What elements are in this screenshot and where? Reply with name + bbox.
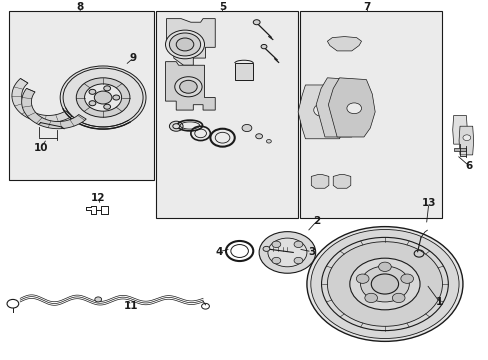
Circle shape bbox=[327, 242, 442, 326]
Text: 2: 2 bbox=[312, 216, 320, 226]
Circle shape bbox=[103, 86, 110, 91]
Polygon shape bbox=[12, 78, 72, 123]
Text: 10: 10 bbox=[33, 143, 48, 153]
Polygon shape bbox=[165, 62, 215, 110]
Circle shape bbox=[391, 293, 404, 303]
Text: 3: 3 bbox=[307, 247, 315, 257]
Circle shape bbox=[95, 297, 102, 302]
Bar bbox=[299, 12, 441, 218]
Circle shape bbox=[400, 274, 413, 283]
Circle shape bbox=[89, 101, 96, 106]
Circle shape bbox=[259, 231, 315, 273]
Circle shape bbox=[172, 124, 179, 129]
Circle shape bbox=[179, 80, 197, 93]
Circle shape bbox=[293, 241, 302, 248]
Circle shape bbox=[271, 257, 280, 264]
Circle shape bbox=[165, 30, 204, 59]
Text: 13: 13 bbox=[421, 198, 435, 208]
Polygon shape bbox=[311, 175, 328, 188]
Circle shape bbox=[310, 229, 458, 338]
Circle shape bbox=[174, 77, 202, 97]
Circle shape bbox=[113, 95, 120, 100]
Circle shape bbox=[334, 103, 348, 114]
Text: 5: 5 bbox=[219, 2, 226, 12]
Text: 8: 8 bbox=[77, 2, 83, 12]
Circle shape bbox=[242, 125, 251, 132]
Bar bbox=[234, 63, 253, 80]
Circle shape bbox=[462, 135, 470, 140]
Circle shape bbox=[266, 139, 271, 143]
Circle shape bbox=[261, 44, 266, 49]
Circle shape bbox=[169, 33, 200, 56]
Text: 1: 1 bbox=[435, 297, 442, 307]
Circle shape bbox=[349, 258, 419, 310]
Polygon shape bbox=[332, 175, 350, 188]
Polygon shape bbox=[453, 148, 466, 151]
Circle shape bbox=[253, 20, 260, 25]
Circle shape bbox=[263, 246, 269, 251]
Polygon shape bbox=[21, 89, 86, 129]
Circle shape bbox=[370, 274, 398, 294]
Circle shape bbox=[76, 78, 130, 117]
Circle shape bbox=[306, 227, 462, 341]
Circle shape bbox=[84, 84, 122, 111]
Circle shape bbox=[267, 238, 306, 267]
Circle shape bbox=[321, 237, 447, 330]
Polygon shape bbox=[458, 126, 473, 155]
Polygon shape bbox=[298, 85, 346, 139]
Circle shape bbox=[346, 103, 361, 114]
Bar bbox=[9, 12, 154, 180]
Polygon shape bbox=[316, 78, 362, 137]
Text: 12: 12 bbox=[91, 193, 105, 203]
Text: 6: 6 bbox=[464, 161, 471, 171]
Polygon shape bbox=[328, 78, 374, 137]
Circle shape bbox=[103, 104, 110, 109]
Circle shape bbox=[378, 262, 390, 271]
Circle shape bbox=[271, 241, 280, 248]
Circle shape bbox=[313, 104, 330, 117]
Circle shape bbox=[169, 121, 183, 131]
Circle shape bbox=[89, 89, 96, 94]
Circle shape bbox=[293, 257, 302, 264]
Polygon shape bbox=[166, 19, 215, 65]
Polygon shape bbox=[452, 116, 467, 144]
Circle shape bbox=[176, 38, 193, 51]
Circle shape bbox=[360, 266, 408, 302]
Bar bbox=[156, 12, 298, 218]
Text: 9: 9 bbox=[129, 53, 137, 63]
Circle shape bbox=[364, 293, 377, 303]
Text: 4: 4 bbox=[215, 247, 223, 257]
Circle shape bbox=[94, 91, 112, 104]
Circle shape bbox=[356, 274, 368, 283]
Circle shape bbox=[255, 134, 262, 139]
Text: 11: 11 bbox=[124, 301, 138, 311]
Polygon shape bbox=[327, 37, 361, 51]
Text: 7: 7 bbox=[363, 2, 370, 12]
Circle shape bbox=[60, 66, 146, 129]
